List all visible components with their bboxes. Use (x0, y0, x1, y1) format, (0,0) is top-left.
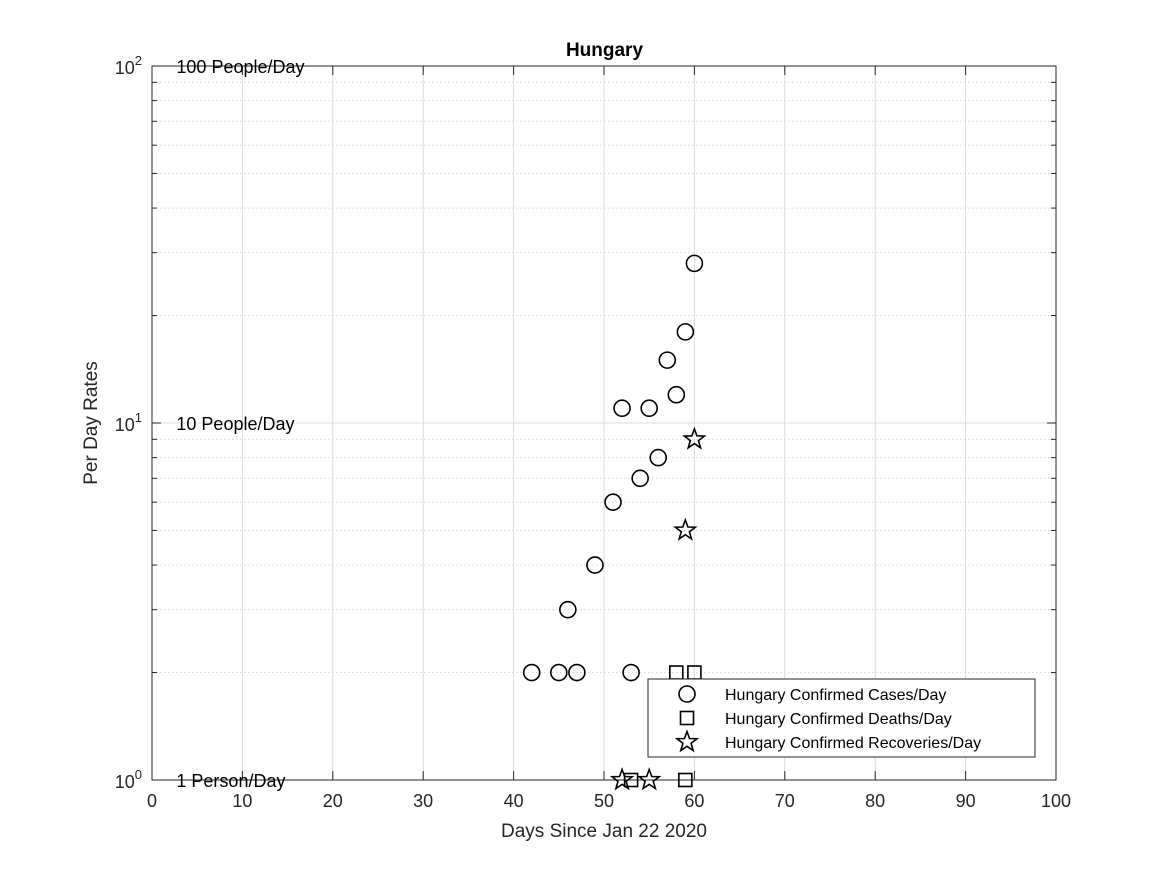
x-tick-label: 40 (504, 791, 524, 811)
circle-data-point (676, 323, 695, 341)
legend: Hungary Confirmed Cases/Day Hungary Confi… (647, 678, 1036, 758)
legend-entry-label: Hungary Confirmed Cases/Day (725, 687, 946, 704)
annotations: 1 Person/Day 10 People/Day 100 People/Day (176, 57, 304, 791)
circle-data-point (640, 399, 659, 418)
square-data-point (678, 772, 693, 788)
x-tick-label: 20 (323, 791, 343, 811)
legend-entry-label: Hungary Confirmed Recoveries/Day (725, 735, 981, 752)
circle-data-point (586, 556, 604, 574)
data-markers (522, 254, 707, 791)
y-tick-label: 101 (115, 410, 142, 435)
circle-data-point (667, 385, 686, 404)
circle-data-point (559, 600, 577, 619)
legend-entry-label: Hungary Confirmed Deaths/Day (725, 711, 952, 728)
circle-data-point (604, 493, 622, 512)
x-tick-label: 10 (232, 791, 252, 811)
star-data-point (609, 767, 635, 791)
legend-star-icon (674, 729, 700, 753)
x-tick-label: 50 (594, 791, 614, 811)
chart-title: Hungary (566, 40, 644, 61)
x-tick-label: 30 (413, 791, 433, 811)
rate-annotation: 100 People/Day (176, 57, 304, 77)
x-tick-label: 100 (1041, 791, 1071, 811)
circle-data-point (522, 663, 541, 682)
square-data-point (623, 772, 639, 788)
circle-data-point (568, 663, 586, 682)
rate-annotation: 10 People/Day (176, 414, 294, 434)
star-data-point (682, 426, 707, 450)
circle-data-point (613, 399, 631, 418)
rate-annotation: 1 Person/Day (176, 771, 285, 791)
x-tick-label: 60 (684, 791, 704, 811)
circle-data-point (649, 448, 668, 467)
circle-data-point (549, 663, 568, 682)
x-axis-label: Days Since Jan 22 2020 (501, 821, 707, 842)
x-tick-label: 80 (865, 791, 885, 811)
x-tick-label: 90 (956, 791, 976, 811)
star-data-point (636, 767, 662, 791)
y-tick-label: 102 (115, 53, 142, 78)
legend-box (647, 678, 1036, 758)
circle-data-point (685, 254, 704, 273)
x-tick-label: 70 (775, 791, 795, 811)
star-data-point (673, 517, 698, 541)
circle-data-point (631, 469, 649, 488)
circle-data-point (622, 663, 640, 682)
legend-circle-icon (678, 685, 696, 703)
circle-data-point (658, 351, 677, 369)
x-tick-label: 0 (147, 791, 157, 811)
legend-square-icon (679, 710, 695, 726)
y-tick-label: 100 (115, 767, 142, 792)
y-axis-label: Per Day Rates (81, 361, 102, 485)
